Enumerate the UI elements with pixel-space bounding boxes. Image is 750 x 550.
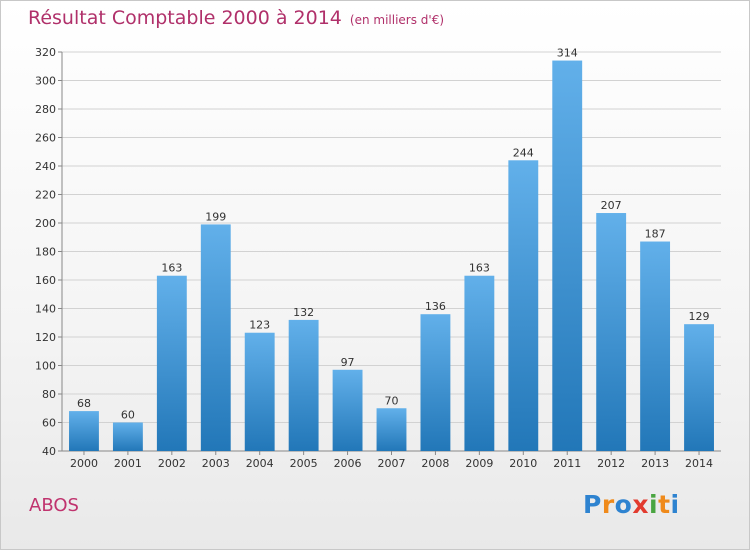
x-tick-label-2011: 2011 — [553, 457, 581, 470]
value-label-2014: 129 — [689, 310, 710, 323]
y-tick-label: 220 — [35, 189, 56, 202]
value-label-2011: 314 — [557, 47, 578, 60]
y-tick-label: 200 — [35, 217, 56, 230]
x-tick-label-2010: 2010 — [509, 457, 537, 470]
value-label-2006: 97 — [341, 356, 355, 369]
value-label-2002: 163 — [161, 262, 182, 275]
x-tick-label-2003: 2003 — [202, 457, 230, 470]
x-tick-label-2002: 2002 — [158, 457, 186, 470]
bar-2010 — [508, 160, 539, 452]
y-tick-label: 240 — [35, 160, 56, 173]
logo-letter: P — [583, 490, 602, 519]
bar-2000 — [69, 411, 99, 451]
value-label-2012: 207 — [601, 199, 622, 212]
labels: 40 60 80 100 120 140 160 180 200 220 240 260 280 300 3… — [35, 46, 713, 470]
logo-letter: o — [614, 490, 633, 519]
logo-letter: r — [601, 490, 615, 519]
x-tick-label-2006: 2006 — [334, 457, 362, 470]
value-label-2003: 199 — [205, 210, 226, 223]
logo-letter: i — [670, 490, 680, 519]
value-label-2007: 70 — [385, 394, 399, 407]
chart-subtitle: (en milliers d'€) — [349, 13, 445, 27]
bar-2009 — [464, 275, 495, 451]
y-tick-label: 260 — [35, 132, 56, 145]
y-tick-label: 80 — [42, 388, 56, 401]
x-tick-label-2007: 2007 — [378, 457, 406, 470]
value-label-2010: 244 — [513, 146, 534, 159]
y-tick-label: 60 — [42, 417, 56, 430]
commune-name: ABOS — [29, 495, 79, 516]
bar-2004 — [244, 332, 275, 451]
y-tick-label: 300 — [35, 75, 56, 88]
x-tick-label-2005: 2005 — [290, 457, 318, 470]
bar-2012 — [596, 213, 627, 451]
x-tick-label-2004: 2004 — [246, 457, 274, 470]
logo-letter: i — [649, 490, 659, 519]
y-tick-label: 140 — [35, 303, 56, 316]
y-tick-label: 100 — [35, 360, 56, 373]
logo-letter: t — [658, 490, 671, 519]
value-label-2008: 136 — [425, 300, 446, 313]
y-tick-label: 180 — [35, 246, 56, 259]
value-label-2013: 187 — [645, 228, 666, 241]
x-tick-label-2014: 2014 — [685, 457, 713, 470]
x-tick-label-2001: 2001 — [114, 457, 142, 470]
proxiti-logo[interactable]: Proxiti — [583, 490, 680, 519]
x-tick-label-2000: 2000 — [70, 457, 98, 470]
value-label-2005: 132 — [293, 306, 314, 319]
bar-2006 — [332, 369, 363, 451]
bar-2002 — [156, 275, 187, 451]
x-tick-label-2008: 2008 — [421, 457, 449, 470]
x-tick-label-2012: 2012 — [597, 457, 625, 470]
y-tick-label: 280 — [35, 103, 56, 116]
value-label-2001: 60 — [121, 409, 135, 422]
x-tick-label-2013: 2013 — [641, 457, 669, 470]
bar-2007 — [376, 408, 407, 451]
value-label-2004: 123 — [249, 319, 270, 332]
logo-letter: x — [632, 490, 649, 519]
bar-2003 — [200, 224, 231, 451]
bar-2008 — [420, 314, 451, 451]
y-tick-label: 160 — [35, 274, 56, 287]
y-tick-label: 120 — [35, 331, 56, 344]
bar-2005 — [288, 319, 319, 451]
bar-2011 — [552, 60, 583, 452]
bar-2013 — [640, 241, 671, 451]
chart-title: Résultat Comptable 2000 à 2014 — [28, 7, 342, 29]
bar-2001 — [112, 422, 143, 451]
title-row: Résultat Comptable 2000 à 2014 (en millie… — [28, 7, 444, 29]
x-tick-label-2009: 2009 — [465, 457, 493, 470]
value-label-2009: 163 — [469, 262, 490, 275]
bars — [69, 60, 714, 452]
bar-2014 — [684, 324, 714, 451]
y-tick-label: 320 — [35, 46, 56, 59]
value-label-2000: 68 — [77, 397, 91, 410]
y-tick-label: 40 — [42, 445, 56, 458]
